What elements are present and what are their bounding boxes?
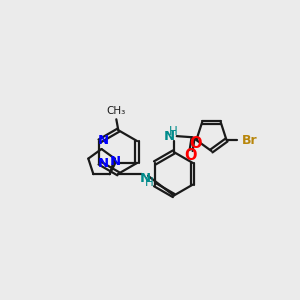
Text: H: H: [145, 176, 153, 189]
Text: H: H: [168, 125, 177, 138]
Text: O: O: [184, 148, 197, 164]
Text: N: N: [163, 130, 174, 142]
Text: Br: Br: [242, 134, 258, 146]
Text: N: N: [110, 155, 121, 168]
Text: CH₃: CH₃: [107, 106, 126, 116]
Text: N: N: [97, 158, 109, 170]
Text: N: N: [140, 172, 151, 185]
Text: N: N: [97, 134, 109, 147]
Text: O: O: [189, 136, 202, 151]
